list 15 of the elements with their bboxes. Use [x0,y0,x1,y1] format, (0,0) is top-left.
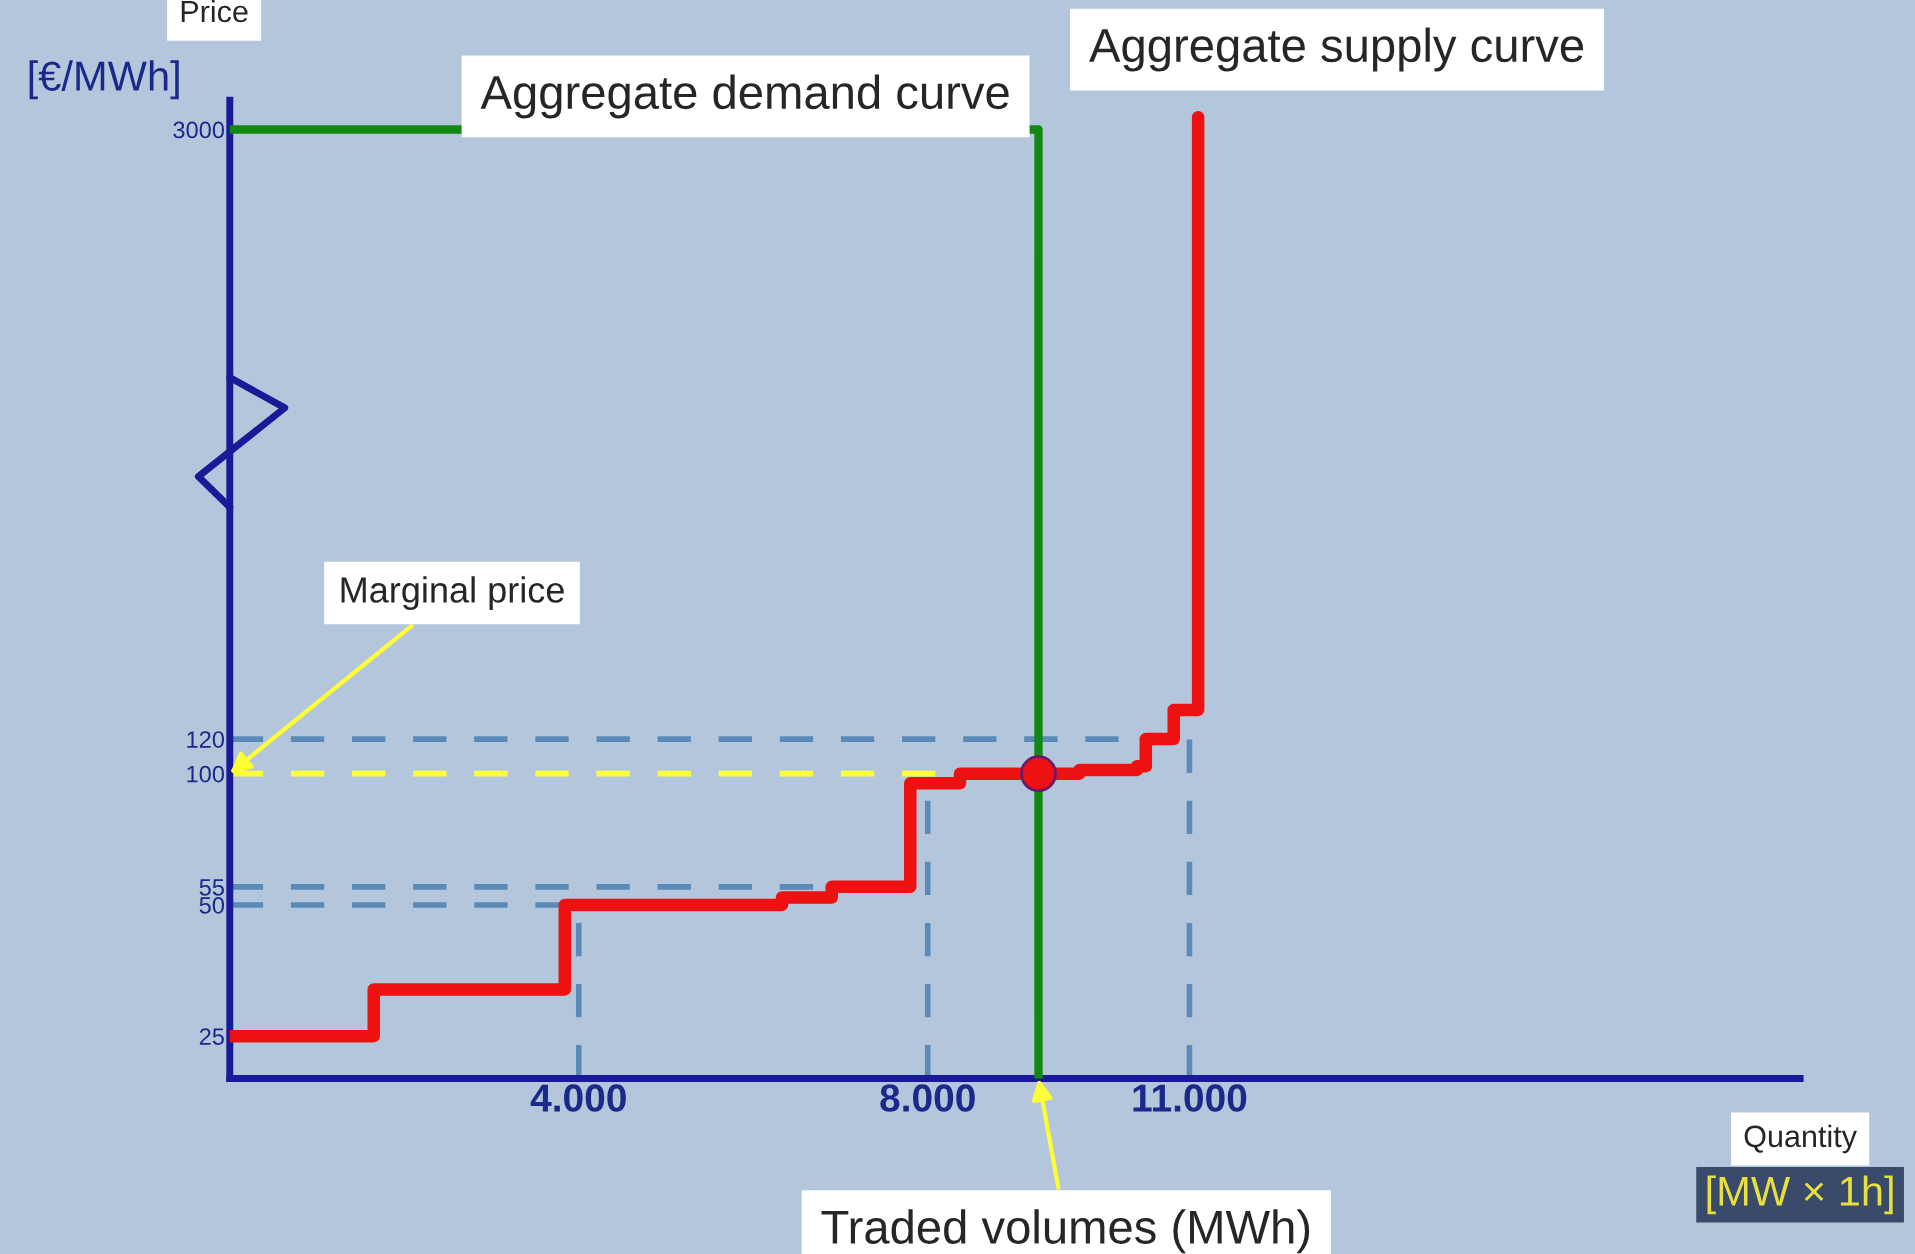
y-tick-label: 50 [199,896,225,914]
y-tick-label: 3000 [173,121,225,139]
y-tick-label: 25 [199,1028,224,1045]
x-axis-title: Quantity [MW × 1h] [1707,1124,1893,1215]
x-tick-label: 8.000 [880,1084,975,1112]
text: Aggregate supply curve [1089,27,1584,72]
annotation: Traded volumes (MWh) [821,1209,1310,1254]
y-tick-label: 55 [199,879,224,896]
series-label: Aggregate demand curve [480,74,1009,119]
y-tick-label: 100 [187,765,225,783]
x-tick-label: 4.000 [530,1084,626,1112]
y-tick-label: 120 [187,731,225,748]
x-tick-label: 11.000 [1133,1084,1247,1112]
annotation: Marginal price [341,576,564,610]
text: Price [€/MWh] [29,0,248,100]
